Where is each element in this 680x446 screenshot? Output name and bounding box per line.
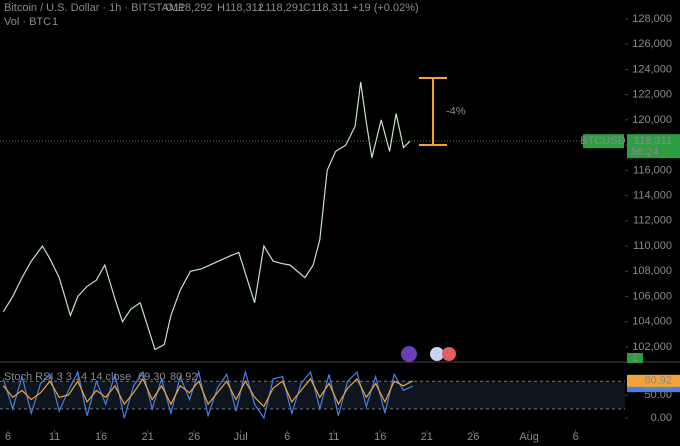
y-tick-label: 116,000 [633, 164, 672, 176]
y-tick-label: 108,000 [632, 265, 672, 277]
flag-icon[interactable] [442, 347, 456, 361]
y-tick-label: 102,000 [632, 341, 672, 353]
indicator-title: Stoch RSI 3 3 14 14 close [4, 371, 131, 383]
price-tag [627, 134, 680, 159]
ohlc-change: +19 (+0.02%) [352, 2, 419, 14]
readout-tag [627, 374, 680, 387]
band-fill [0, 381, 625, 409]
x-tick-label: 6 [284, 431, 290, 443]
x-tick-label: 11 [49, 431, 60, 443]
x-tick-label: 21 [421, 431, 433, 443]
ohlc-low: L118,291 [259, 2, 304, 14]
x-tick-label: 16 [374, 431, 386, 443]
readout-legend: 80.92 [170, 371, 198, 383]
price-tag-label: 118,311 [634, 135, 672, 147]
flag-icon[interactable] [430, 347, 444, 361]
series-line [2, 377, 414, 408]
ohlc-open: O118,292 [165, 2, 213, 14]
countdown: 56:24 [631, 146, 659, 158]
volume-label: Vol · BTC [4, 16, 51, 28]
volume-tag [627, 353, 643, 363]
annotation-text: -4% [446, 105, 466, 117]
x-tick-label: 6 [5, 431, 11, 443]
event-icon[interactable] [401, 346, 417, 362]
y-tick-label: 0.00 [651, 412, 672, 424]
readout-tag-label: 80.92 [644, 375, 672, 387]
y-tick-label: 124,000 [632, 63, 672, 75]
x-tick-label: 6 [573, 431, 579, 443]
y-tick-label: 110,000 [633, 240, 672, 252]
readout-legend: 69.30 [138, 371, 166, 383]
ohlc-close: C118,311 [303, 2, 349, 14]
ohlc-high: H118,312 [217, 2, 264, 14]
y-tick-label: 126,000 [632, 38, 672, 50]
y-tick-label: 104,000 [632, 316, 672, 328]
series-line [2, 81, 411, 351]
x-tick-label: 21 [141, 431, 153, 443]
y-tick-label: 114,000 [633, 189, 672, 201]
x-tick-label: Jul [234, 431, 248, 443]
y-tick-label: 112,000 [633, 215, 672, 227]
x-tick-label: 26 [467, 431, 479, 443]
x-tick-label: 11 [328, 431, 339, 443]
volume-value: 1 [52, 16, 58, 28]
y-tick-label: 120,000 [632, 114, 672, 126]
x-tick-label: 16 [95, 431, 107, 443]
symbol-tag [583, 134, 624, 149]
chart-title: Bitcoin / U.S. Dollar · 1h · BITSTAMP [4, 2, 185, 14]
x-tick-label: Aug [519, 431, 539, 443]
x-tick-label: 26 [188, 431, 200, 443]
y-tick-label: 128,000 [632, 13, 672, 25]
volume-tag-label: 1 [632, 352, 638, 364]
y-tick-label: 122,000 [632, 89, 672, 101]
symbol-label: BTCUSD [580, 135, 625, 147]
y-tick-label: 106,000 [632, 290, 672, 302]
